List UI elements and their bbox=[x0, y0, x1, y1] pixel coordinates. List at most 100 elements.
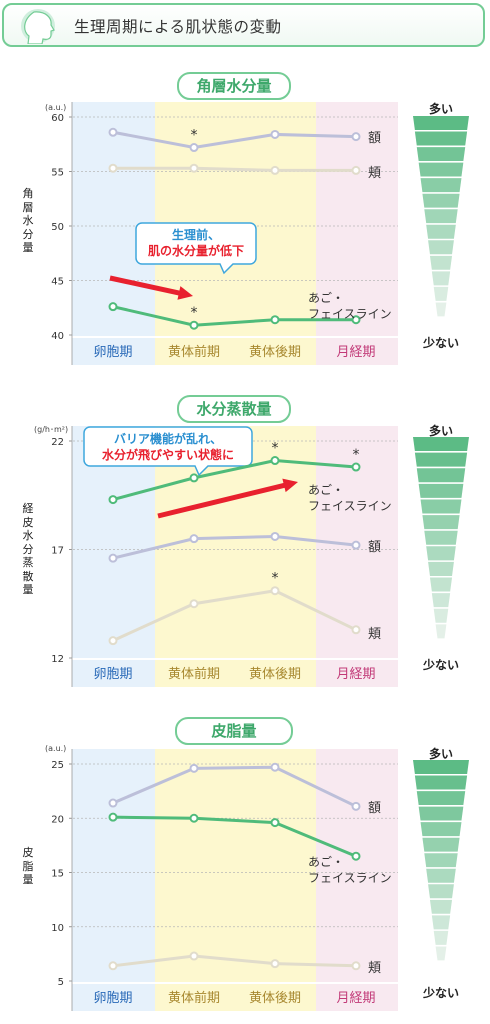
data-point-forehead bbox=[108, 798, 118, 808]
scale-segment bbox=[422, 193, 460, 208]
data-point-forehead bbox=[270, 531, 280, 541]
scale-segment bbox=[422, 515, 460, 530]
scale-segment bbox=[429, 577, 453, 592]
y-tick-label: 20 bbox=[51, 814, 64, 825]
data-point-jaw bbox=[108, 302, 118, 312]
scale-top-label: 多い bbox=[429, 101, 453, 116]
y-tick-label: 15 bbox=[51, 869, 64, 880]
y-tick-label: 45 bbox=[51, 277, 64, 288]
data-point-cheek bbox=[189, 163, 199, 173]
scale-segment bbox=[433, 930, 449, 945]
phase-band bbox=[72, 749, 155, 1011]
scale-segment bbox=[426, 546, 456, 561]
data-point-jaw bbox=[351, 851, 361, 861]
data-point-forehead bbox=[270, 762, 280, 772]
series-label-cheek: 頬 bbox=[368, 627, 381, 642]
phase-band bbox=[155, 426, 236, 687]
phase-label: 月経期 bbox=[336, 345, 375, 360]
y-tick-label: 40 bbox=[51, 331, 64, 342]
callout-line2: 肌の水分量が低下 bbox=[147, 243, 244, 258]
scale-segment bbox=[426, 868, 456, 883]
data-point-cheek bbox=[189, 599, 199, 609]
y-axis-label-moisture: 角層水分量 bbox=[22, 187, 34, 254]
data-point-jaw bbox=[189, 320, 199, 330]
phase-label: 卵胞期 bbox=[93, 345, 132, 360]
series-label-cheek: 頬 bbox=[368, 961, 381, 976]
scale-segment bbox=[428, 240, 454, 255]
data-point-forehead bbox=[270, 129, 280, 139]
data-point-forehead bbox=[351, 132, 361, 142]
data-point-jaw bbox=[108, 812, 118, 822]
scale-segment bbox=[413, 437, 469, 452]
scale-segment bbox=[418, 483, 464, 498]
phase-label: 黄体後期 bbox=[249, 345, 301, 360]
phase-label: 卵胞期 bbox=[93, 991, 132, 1006]
scale-segment bbox=[429, 255, 453, 270]
scale-segment bbox=[413, 760, 469, 774]
chart-tewl: 卵胞期 黄体前期 黄体後期 月経期 12 17 22 バリア機能が乱れ、水分が飛びやすい状態に… bbox=[51, 423, 469, 687]
data-point-forehead bbox=[189, 534, 199, 544]
series-line-forehead bbox=[112, 765, 357, 808]
scale-segment bbox=[429, 899, 453, 914]
data-point-cheek bbox=[108, 636, 118, 646]
trend-arrow-head bbox=[177, 286, 193, 300]
scale-top-label: 多い bbox=[429, 423, 453, 438]
series-label-forehead: 額 bbox=[368, 131, 381, 146]
series-label-jaw-line2: フェイスライン bbox=[308, 499, 392, 513]
phase-band bbox=[155, 749, 236, 1011]
scale-bottom-label: 少ない bbox=[422, 335, 459, 350]
header-banner: 生理周期による肌状態の変動 bbox=[2, 3, 485, 47]
data-point-cheek bbox=[351, 625, 361, 635]
y-axis-label-tewl: 経皮水分蒸散量 bbox=[22, 502, 34, 596]
data-point-cheek bbox=[351, 961, 361, 971]
data-point-forehead bbox=[108, 127, 118, 137]
scale-segment bbox=[433, 608, 449, 623]
series-label-jaw: あご・ bbox=[308, 482, 344, 497]
significance-star: * bbox=[272, 571, 279, 587]
y-tick-label: 50 bbox=[51, 222, 64, 233]
series-line-jaw bbox=[112, 459, 357, 502]
y-unit-moisture: (a.u.) bbox=[45, 103, 67, 112]
chart-title-tewl: 水分蒸散量 bbox=[177, 395, 291, 423]
y-unit-sebum: (a.u.) bbox=[45, 744, 67, 753]
scale-segment bbox=[431, 915, 451, 930]
series-label-cheek: 頬 bbox=[368, 166, 381, 181]
series-line-forehead bbox=[112, 534, 357, 560]
data-point-cheek bbox=[270, 586, 280, 596]
scale-segment bbox=[416, 468, 466, 483]
data-point-jaw bbox=[270, 818, 280, 828]
significance-star: * bbox=[191, 128, 198, 144]
series-line-cheek bbox=[112, 954, 357, 968]
y-tick-label: 5 bbox=[58, 977, 64, 988]
scale-segment bbox=[414, 775, 468, 790]
y-tick-label: 10 bbox=[51, 923, 64, 934]
data-point-jaw bbox=[189, 813, 199, 823]
data-point-forehead bbox=[351, 540, 361, 550]
scale-bottom-label: 少ない bbox=[422, 985, 459, 1000]
callout-line1: 生理前、 bbox=[172, 227, 220, 242]
data-point-forehead bbox=[189, 143, 199, 153]
series-label-jaw: あご・ bbox=[308, 854, 344, 869]
series-line-jaw bbox=[112, 305, 356, 327]
data-point-jaw bbox=[351, 462, 361, 472]
scale-segment bbox=[424, 853, 458, 868]
series-label-jaw-line2: フェイスライン bbox=[308, 307, 392, 321]
data-point-jaw bbox=[189, 473, 199, 483]
y-tick-label: 12 bbox=[51, 654, 64, 665]
y-tick-label: 60 bbox=[51, 113, 64, 124]
scale-segment bbox=[416, 147, 466, 162]
scale-segment bbox=[433, 286, 449, 301]
callout-bubble bbox=[83, 426, 253, 477]
phase-label: 月経期 bbox=[336, 991, 375, 1006]
y-tick-label: 55 bbox=[51, 168, 64, 179]
scale-segment bbox=[435, 946, 447, 961]
scale-segment bbox=[428, 561, 454, 576]
data-point-cheek bbox=[189, 951, 199, 961]
scale-segment bbox=[424, 209, 458, 224]
data-point-jaw bbox=[108, 495, 118, 505]
chart-title-moisture: 角層水分量 bbox=[177, 72, 291, 100]
data-point-forehead bbox=[189, 763, 199, 773]
scale-segment bbox=[431, 593, 451, 608]
scale-segment bbox=[416, 791, 466, 806]
